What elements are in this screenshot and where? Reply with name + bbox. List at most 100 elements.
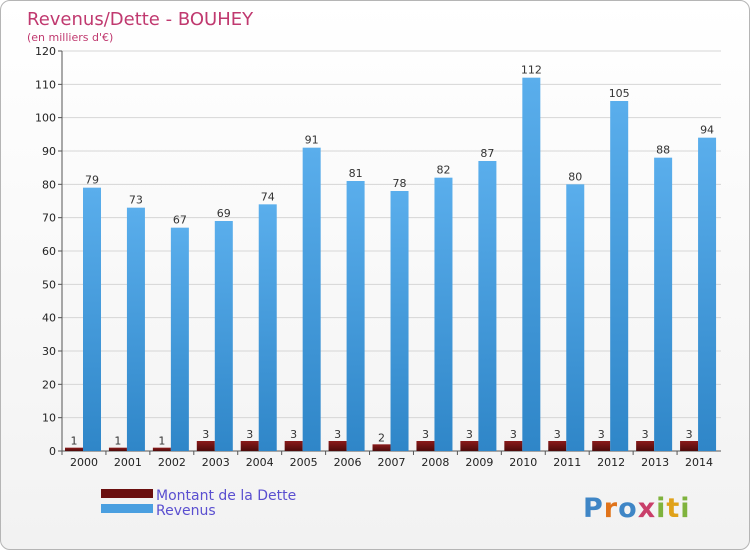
bar-debt-2011 — [548, 441, 567, 451]
bar-revenus-2013 — [654, 157, 673, 451]
bar-revenus-2012 — [610, 101, 629, 451]
bar-debt-2009 — [460, 441, 479, 451]
logo-letter: t — [666, 493, 680, 524]
bar-revenus-2006 — [346, 181, 365, 451]
label-debt-2012: 3 — [598, 428, 605, 441]
bar-debt-2012 — [592, 441, 611, 451]
y-tick-label: 30 — [42, 345, 56, 358]
x-tick-label: 2006 — [334, 456, 362, 469]
x-tick-label: 2001 — [114, 456, 142, 469]
label-revenus-2004: 74 — [261, 190, 275, 203]
label-debt-2003: 3 — [202, 428, 209, 441]
bar-debt-2001 — [108, 447, 127, 451]
bar-debt-2005 — [284, 441, 303, 451]
bar-revenus-2011 — [566, 184, 585, 452]
logo-letter: i — [656, 493, 666, 524]
data-labels: 1 79 1 73 1 67 3 69 3 74 3 91 3 81 2 78 3 82 3 87 3 112 3 80 3 10… — [71, 64, 715, 448]
bar-revenus-2005 — [302, 147, 321, 451]
y-tick-label: 50 — [42, 278, 56, 291]
bar-debt-2008 — [416, 441, 435, 451]
label-debt-2005: 3 — [290, 428, 297, 441]
legend-swatch-revenus — [101, 504, 153, 513]
chart-title: Revenus/Dette - BOUHEY — [27, 9, 254, 30]
label-revenus-2011: 80 — [568, 170, 582, 183]
label-debt-2014: 3 — [686, 428, 693, 441]
label-revenus-2003: 69 — [217, 207, 231, 220]
label-revenus-2002: 67 — [173, 214, 187, 227]
label-debt-2001: 1 — [114, 435, 121, 448]
label-debt-2006: 3 — [334, 428, 341, 441]
x-tick-label: 2002 — [158, 456, 186, 469]
y-tick-label: 80 — [42, 178, 56, 191]
x-tick-label: 2014 — [685, 456, 713, 469]
label-debt-2007: 2 — [378, 431, 385, 444]
legend-label-debt: Montant de la Dette — [156, 488, 296, 504]
bar-debt-2000 — [65, 447, 83, 451]
bar-revenus-2004 — [258, 204, 277, 451]
chart-subtitle: (en milliers d'€) — [27, 31, 113, 44]
x-tick-label: 2000 — [70, 456, 98, 469]
y-tick-label: 0 — [49, 445, 56, 458]
bar-debt-2007 — [372, 444, 391, 451]
x-tick-label: 2005 — [290, 456, 318, 469]
bar-revenus-2003 — [214, 221, 233, 451]
x-tick-label: 2008 — [421, 456, 449, 469]
label-debt-2013: 3 — [642, 428, 649, 441]
label-revenus-2014: 94 — [700, 124, 714, 137]
bar-revenus-2000 — [83, 187, 101, 451]
y-tick-label: 90 — [42, 145, 56, 158]
label-revenus-2010: 112 — [521, 64, 542, 77]
y-tick-label: 60 — [42, 245, 56, 258]
x-tick-label: 2009 — [465, 456, 493, 469]
axes: 0 10 20 30 40 50 60 70 80 90 100 110 120 2000 2001 2002… — [35, 45, 721, 469]
label-revenus-2013: 88 — [656, 144, 670, 157]
label-debt-2002: 1 — [158, 435, 165, 448]
logo-letter: i — [680, 493, 690, 524]
bar-debt-2014 — [680, 441, 699, 451]
bar-debt-2003 — [196, 441, 215, 451]
bar-revenus-2008 — [434, 177, 453, 451]
label-revenus-2008: 82 — [436, 164, 450, 177]
x-tick-label: 2010 — [509, 456, 537, 469]
proxiti-logo: Proxiti — [583, 493, 691, 524]
bar-revenus-2002 — [170, 227, 189, 451]
legend-label-revenus: Revenus — [156, 503, 216, 519]
label-debt-2009: 3 — [466, 428, 473, 441]
bar-debt-2006 — [328, 441, 347, 451]
legend-swatch-debt — [101, 489, 153, 498]
x-tick-label: 2007 — [378, 456, 406, 469]
label-revenus-2009: 87 — [480, 147, 494, 160]
bar-revenus-2010 — [522, 77, 541, 452]
y-tick-label: 70 — [42, 212, 56, 225]
bar-debt-2010 — [504, 441, 523, 451]
label-debt-2004: 3 — [246, 428, 253, 441]
x-tick-label: 2013 — [641, 456, 669, 469]
label-revenus-2012: 105 — [609, 87, 630, 100]
bar-debt-2002 — [152, 447, 171, 451]
x-tick-label: 2004 — [246, 456, 274, 469]
bar-revenus-2014 — [698, 137, 717, 451]
y-tick-label: 120 — [35, 45, 56, 58]
bars — [65, 77, 717, 452]
y-tick-label: 110 — [35, 78, 56, 91]
label-debt-2010: 3 — [510, 428, 517, 441]
y-tick-label: 20 — [42, 378, 56, 391]
y-tick-label: 100 — [35, 112, 56, 125]
x-tick-label: 2003 — [202, 456, 230, 469]
label-revenus-2007: 78 — [393, 177, 407, 190]
label-debt-2000: 1 — [71, 435, 78, 448]
bar-revenus-2007 — [390, 191, 409, 451]
bar-revenus-2009 — [478, 161, 497, 451]
x-tick-label: 2011 — [553, 456, 581, 469]
logo-letter: x — [638, 493, 656, 524]
bar-revenus-2001 — [126, 207, 145, 451]
logo-letter: o — [618, 493, 638, 524]
logo-letter: r — [604, 493, 618, 524]
label-revenus-2000: 79 — [85, 174, 99, 187]
bar-debt-2013 — [636, 441, 655, 451]
legend: Montant de la Dette Revenus — [101, 488, 296, 519]
y-tick-label: 10 — [42, 412, 56, 425]
label-debt-2008: 3 — [422, 428, 429, 441]
